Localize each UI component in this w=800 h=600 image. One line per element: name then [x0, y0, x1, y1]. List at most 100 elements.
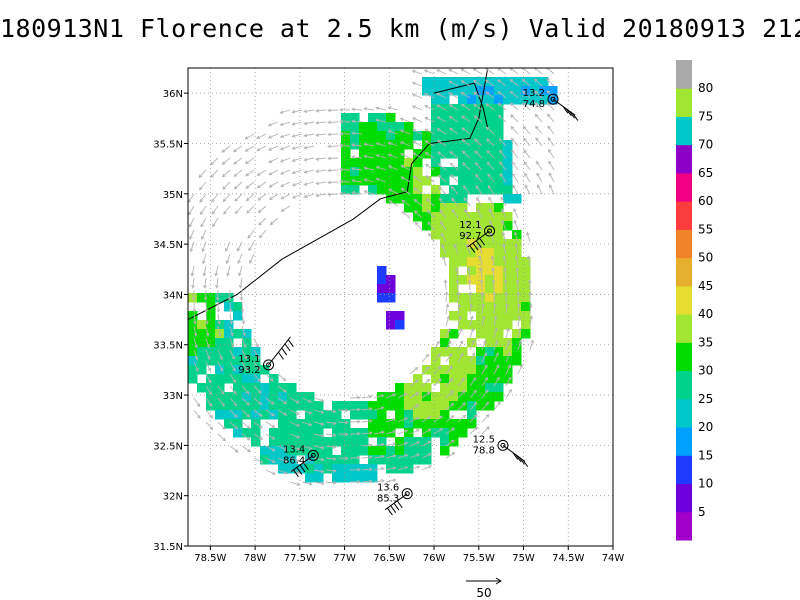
field-cell — [404, 392, 414, 402]
wind-arrow — [445, 452, 455, 459]
field-cell — [485, 320, 495, 330]
field-cell — [467, 410, 477, 420]
field-cell — [341, 167, 351, 177]
field-cell — [350, 167, 360, 177]
wind-arrow — [277, 373, 286, 381]
wind-arrow — [241, 421, 251, 429]
field-cell — [521, 275, 531, 285]
wind-arrow — [313, 481, 324, 485]
field-cell — [368, 428, 378, 438]
wind-arrow-head — [392, 478, 397, 483]
wind-arrow — [516, 268, 519, 279]
wind-arrow — [265, 421, 275, 428]
field-cell — [368, 419, 378, 429]
field-cell — [494, 365, 504, 375]
wind-arrow-head — [189, 236, 193, 241]
field-cell — [404, 410, 414, 420]
field-cell — [467, 104, 477, 114]
field-cell — [314, 410, 324, 420]
wind-arrow — [201, 241, 207, 252]
field-cell — [449, 284, 459, 294]
wind-arrow-head — [461, 377, 465, 382]
wind-arrow — [253, 397, 262, 405]
wind-arrow — [475, 174, 483, 183]
field-cell — [494, 203, 504, 213]
field-cell — [350, 446, 360, 456]
wind-arrow-head — [504, 291, 509, 295]
wind-arrow — [421, 366, 430, 375]
wind-arrow-head — [268, 184, 273, 188]
wind-arrow — [289, 397, 300, 404]
wind-arrow — [388, 188, 399, 195]
wind-arrow — [424, 117, 435, 123]
wind-arrow-head — [401, 210, 406, 215]
colorbar-label: 30 — [698, 364, 713, 378]
wind-arrow — [457, 402, 466, 411]
wind-barb-flag — [512, 452, 519, 460]
wind-arrow-head — [534, 113, 539, 118]
field-cell — [458, 248, 468, 258]
wind-arrow — [493, 364, 500, 375]
wind-barb-flag — [565, 108, 572, 117]
field-cell — [476, 329, 486, 339]
wind-arrow-head — [212, 223, 216, 228]
field-cell — [368, 122, 378, 132]
wind-arrow — [445, 340, 452, 351]
wind-barb-flag — [472, 242, 479, 251]
y-tick-label: 34.5N — [153, 240, 183, 251]
wind-arrow — [439, 209, 447, 219]
field-cell — [242, 428, 252, 438]
wind-arrow — [450, 186, 459, 195]
wind-arrow — [222, 169, 231, 178]
field-cell — [386, 158, 396, 168]
colorbar-swatch — [676, 342, 692, 372]
wind-arrow — [376, 142, 387, 147]
field-cell — [260, 392, 270, 402]
wind-arrow-head — [257, 209, 262, 214]
wind-arrow-head — [547, 137, 552, 141]
wind-arrow — [233, 169, 243, 177]
wind-arrow — [193, 349, 198, 360]
wind-arrow — [301, 457, 312, 462]
field-cell — [368, 158, 378, 168]
wind-arrow — [451, 209, 459, 219]
field-cell — [377, 149, 387, 159]
field-cell — [368, 176, 378, 186]
wind-arrow — [469, 414, 478, 423]
wind-arrow — [265, 457, 276, 463]
field-cell — [233, 347, 243, 357]
wind-arrow — [469, 316, 473, 327]
field-cell — [197, 383, 207, 393]
wind-arrow — [412, 141, 423, 147]
colorbar-swatch — [676, 116, 692, 146]
wind-arrow — [256, 133, 267, 139]
field-cell — [386, 455, 396, 465]
wind-arrow-head — [516, 291, 521, 295]
wind-arrow — [241, 433, 251, 441]
wind-arrow-head — [487, 184, 492, 189]
wind-arrow-head — [392, 454, 397, 458]
field-cell — [449, 401, 459, 411]
field-cell — [422, 419, 432, 429]
wind-vectors — [188, 68, 555, 486]
field-cell — [449, 113, 459, 123]
x-axis: 78.5W 78W 77.5W 77W 76.5W 76W 75.5W 75W 74.5W 74W — [194, 546, 624, 564]
wind-arrow — [265, 373, 274, 382]
field-cell — [395, 176, 405, 186]
field-cell — [359, 428, 369, 438]
wind-arrow — [400, 165, 411, 171]
wind-arrow-head — [308, 481, 313, 486]
field-cell — [251, 428, 261, 438]
field-cell — [494, 293, 504, 303]
field-cell — [395, 401, 405, 411]
wind-arrow-head — [400, 164, 405, 169]
colorbar-swatch — [676, 144, 692, 174]
wind-arrow — [546, 78, 555, 87]
wind-arrow — [325, 457, 336, 460]
wind-arrow-head — [246, 210, 250, 214]
wind-arrow — [289, 433, 300, 439]
wind-arrow — [352, 132, 363, 135]
wind-arrow-head — [547, 125, 551, 130]
field-cell — [458, 392, 468, 402]
wind-arrow — [189, 217, 195, 228]
